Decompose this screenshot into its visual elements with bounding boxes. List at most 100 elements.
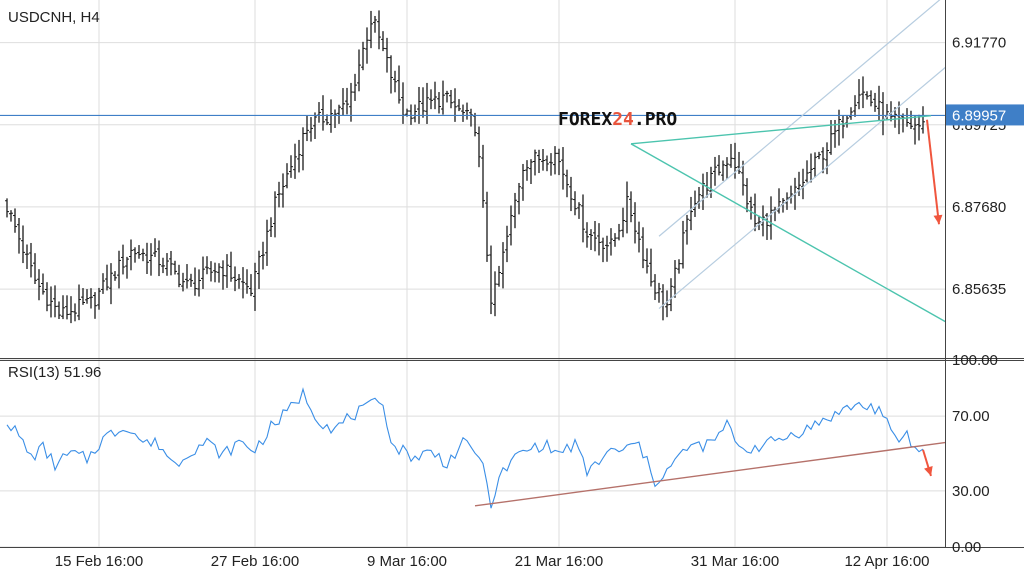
ohlc-bar <box>345 87 349 115</box>
ohlc-bar <box>289 155 293 178</box>
ohlc-bar <box>513 192 517 229</box>
ohlc-bar <box>825 142 829 175</box>
ohlc-bar <box>753 193 757 232</box>
ohlc-bar <box>729 143 733 168</box>
ohlc-bar <box>873 92 877 112</box>
ohlc-bar <box>629 191 633 223</box>
ohlc-bar <box>705 172 709 198</box>
ohlc-bar <box>241 267 245 299</box>
ohlc-bar <box>673 260 677 298</box>
ohlc-bar <box>737 151 741 174</box>
time-tick-label: 21 Mar 16:00 <box>515 553 603 570</box>
ohlc-bar <box>593 220 597 252</box>
ohlc-bar <box>789 185 793 204</box>
ohlc-bar <box>201 256 205 289</box>
ohlc-bar <box>101 273 105 294</box>
ohlc-bar <box>189 273 193 287</box>
ohlc-bar <box>157 240 161 277</box>
ohlc-bar <box>25 244 29 270</box>
ohlc-bar <box>621 207 625 238</box>
ohlc-bar <box>585 222 589 248</box>
time-tick-label: 15 Feb 16:00 <box>55 553 143 570</box>
ohlc-bar <box>49 286 53 318</box>
ohlc-bar <box>553 146 557 175</box>
ohlc-bar <box>465 102 469 120</box>
rsi-line <box>6 387 924 509</box>
ohlc-bar <box>297 139 301 173</box>
ohlc-bar <box>341 88 345 116</box>
channel-lower-line <box>658 66 945 310</box>
ohlc-bar <box>853 95 857 117</box>
ohlc-bar <box>617 223 621 241</box>
ohlc-bar <box>797 171 801 197</box>
rsi-tick-label: 70.00 <box>952 408 990 425</box>
ohlc-bar <box>173 260 177 275</box>
ohlc-bar <box>149 243 153 276</box>
ohlc-bar <box>389 55 393 94</box>
price-tick-label: 6.85635 <box>952 281 1006 298</box>
ohlc-bar <box>125 256 129 279</box>
ohlc-bar <box>701 173 705 210</box>
ohlc-bar <box>337 104 341 124</box>
ohlc-bar <box>209 261 213 282</box>
ohlc-bar <box>29 242 33 278</box>
ohlc-bar <box>641 227 645 269</box>
ohlc-bar <box>921 106 925 134</box>
ohlc-bar <box>261 241 265 270</box>
ohlc-bar <box>625 181 629 234</box>
ohlc-bar <box>181 272 185 292</box>
ohlc-bar <box>97 287 101 310</box>
ohlc-bar <box>401 82 405 124</box>
ohlc-bar <box>253 262 257 311</box>
price-tick-label: 6.91770 <box>952 35 1006 52</box>
ohlc-bar <box>749 196 753 220</box>
ohlc-bar <box>649 248 653 287</box>
grid-lines <box>0 0 945 548</box>
rsi-title: RSI(13) 51.96 <box>8 364 101 381</box>
ohlc-bar <box>197 269 201 297</box>
time-tick-label: 27 Feb 16:00 <box>211 553 299 570</box>
ohlc-bar <box>269 217 273 237</box>
ohlc-bar <box>529 159 533 184</box>
current-price-label: 6.89957 <box>952 107 1006 124</box>
ohlc-bar <box>557 148 561 176</box>
ohlc-bar <box>769 196 773 240</box>
ohlc-bar <box>397 65 401 104</box>
ohlc-bar <box>573 191 577 216</box>
ohlc-bar <box>541 149 545 171</box>
ohlc-bar <box>493 271 497 317</box>
ohlc-bar <box>393 70 397 93</box>
ohlc-bar <box>869 90 873 107</box>
ohlc-bar <box>177 264 181 288</box>
ohlc-bar <box>281 173 285 208</box>
ohlc-bar <box>545 155 549 172</box>
ohlc-bar <box>13 208 17 233</box>
ohlc-bar <box>213 262 217 283</box>
ohlc-bar <box>777 188 781 214</box>
rsi-tick-label: 0.00 <box>952 539 981 556</box>
ohlc-bar <box>77 284 81 321</box>
ohlc-bar <box>265 219 269 266</box>
resistance-trendline <box>630 115 932 145</box>
ohlc-bar <box>185 264 189 289</box>
ohlc-bar <box>229 251 233 282</box>
ohlc-bar <box>845 114 849 128</box>
ohlc-bar <box>193 267 197 296</box>
ohlc-bar <box>693 190 697 217</box>
ohlc-bar <box>89 288 93 309</box>
ohlc-bar <box>109 263 113 305</box>
ohlc-bar <box>877 85 881 121</box>
ohlc-bar <box>425 82 429 124</box>
ohlc-bar <box>245 269 249 294</box>
ohlc-bar <box>17 217 21 254</box>
ohlc-bar <box>53 285 57 318</box>
ohlc-bar <box>385 37 389 73</box>
ohlc-bar <box>329 99 333 133</box>
ohlc-bar <box>453 88 457 122</box>
ohlc-bar <box>665 290 669 318</box>
ohlc-bar <box>45 282 49 312</box>
ohlc-bar <box>317 102 321 123</box>
ohlc-bar <box>365 27 369 64</box>
ohlc-bar <box>517 182 521 215</box>
ohlc-bar <box>569 176 573 212</box>
